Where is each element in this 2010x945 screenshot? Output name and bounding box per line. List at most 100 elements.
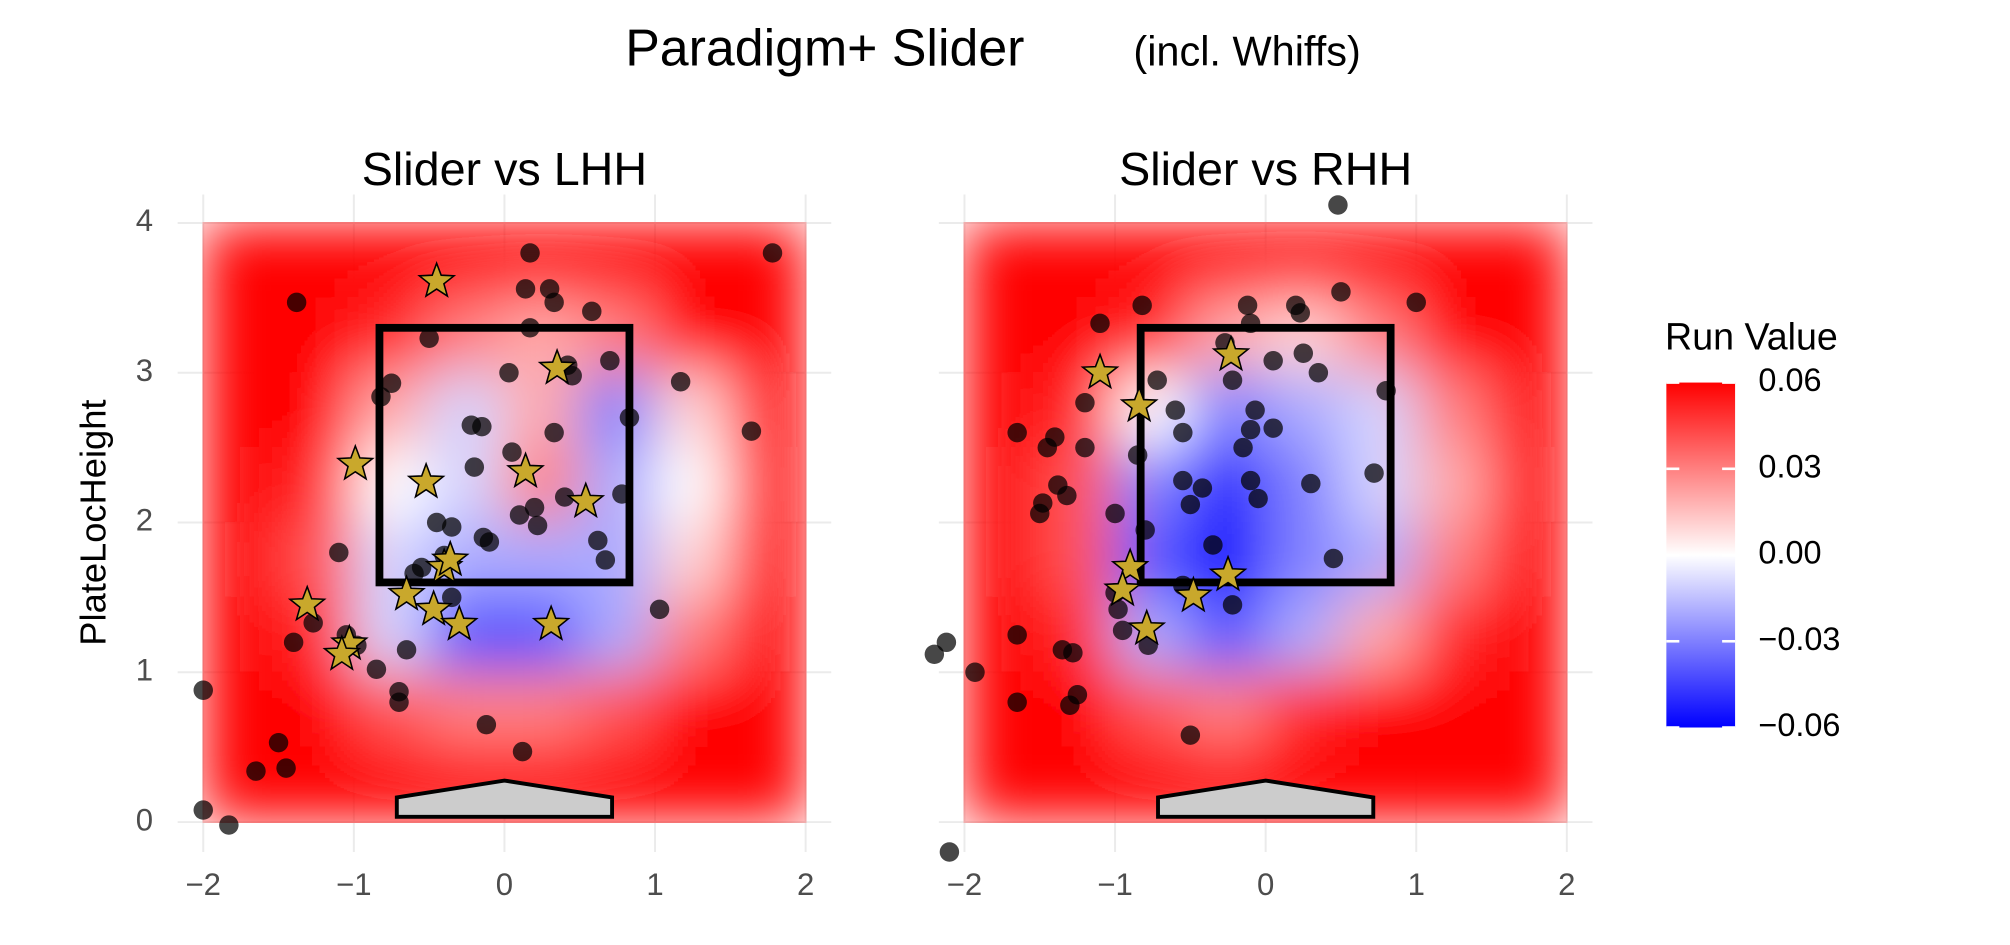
pitch-dot — [619, 407, 640, 428]
whiff-star — [537, 347, 577, 385]
pitch-dot — [1203, 535, 1223, 555]
heat-cell — [202, 222, 280, 299]
whiff-star — [322, 634, 362, 671]
whiff-star — [417, 261, 457, 298]
heat-cell — [202, 746, 280, 823]
heat-cell — [729, 372, 807, 449]
heat-cell — [654, 222, 731, 299]
pitch-dot — [1406, 292, 1426, 313]
legend-tick-label: −0.06 — [1758, 707, 1840, 743]
heatmap — [963, 222, 1568, 823]
pitch-dot — [283, 632, 304, 653]
pitch-dot — [286, 292, 307, 313]
x-tick-label: −1 — [1097, 867, 1132, 902]
heat-cell — [277, 746, 355, 823]
pitch-dot — [520, 318, 540, 338]
pitch-dot — [479, 532, 500, 552]
heat-cell — [202, 596, 280, 673]
pitch-dot — [411, 557, 432, 578]
pitch-dot — [1057, 485, 1077, 506]
pitch-dot — [219, 815, 239, 835]
y-tick-label: 4 — [136, 203, 153, 238]
heatmap — [202, 222, 807, 823]
heat-cell — [654, 746, 731, 823]
pitch-dot — [600, 351, 620, 371]
x-tick-label: 0 — [496, 867, 513, 902]
whiff-star — [414, 589, 453, 626]
pitch-dot — [1135, 520, 1155, 540]
pitch-dot — [527, 515, 548, 536]
heat-cell — [579, 671, 656, 748]
heat-cell — [1340, 372, 1417, 449]
heat-cell — [1415, 446, 1493, 524]
pitch-dot — [502, 442, 522, 462]
pitch-dot — [1364, 463, 1384, 483]
legend-tick-label: 0.06 — [1758, 362, 1821, 398]
pitch-dot — [554, 487, 575, 507]
heat-cell — [1415, 671, 1493, 748]
pitch-dot — [246, 761, 266, 781]
whiff-star — [1110, 547, 1150, 584]
whiff-star — [1211, 334, 1251, 372]
whiff-star — [566, 481, 606, 519]
pitch-dot — [464, 457, 485, 477]
pitch-dot — [924, 644, 945, 665]
pitch-dot — [1007, 625, 1027, 645]
pitch-dot — [965, 662, 985, 683]
heat-cell — [1265, 222, 1342, 299]
pitch-dot — [1240, 470, 1261, 491]
heat-cell — [1490, 372, 1568, 449]
heat-cell — [277, 372, 355, 449]
panel-title: Slider vs LHH — [362, 143, 647, 195]
pitch-dot — [1323, 548, 1344, 569]
pitch-dot — [366, 659, 387, 680]
heat-cell — [1340, 596, 1417, 673]
pitch-dot — [1127, 445, 1148, 465]
pitch-dot — [193, 800, 213, 820]
heat-cell — [202, 297, 280, 374]
heat-cell — [1189, 671, 1267, 748]
heat-cell — [1415, 596, 1493, 673]
x-tick-label: −2 — [947, 867, 982, 902]
pitch-dot — [1147, 370, 1167, 390]
pitch-dot — [499, 363, 519, 383]
heat-cell — [729, 746, 807, 823]
heat-cell — [1490, 521, 1568, 599]
pitch-dot — [1063, 643, 1083, 663]
pitch-dot — [512, 741, 533, 762]
x-tick-label: 2 — [1558, 867, 1575, 902]
pitch-dot — [442, 517, 462, 537]
pitch-dot — [1263, 351, 1283, 371]
chart-subtitle: (incl. Whiffs) — [1133, 27, 1360, 74]
heat-cell — [654, 372, 731, 449]
pitch-dot — [544, 292, 564, 313]
heat-cell — [1340, 446, 1417, 524]
heat-cell — [428, 297, 506, 374]
pitch-dot — [1308, 363, 1329, 383]
heat-cell — [729, 671, 807, 748]
heat-cell — [729, 596, 807, 673]
pitch-dot — [426, 512, 447, 533]
heat-cell — [579, 222, 656, 299]
pitch-dot — [389, 692, 409, 712]
pitch-dot — [515, 279, 536, 299]
whiff-star — [1103, 569, 1142, 607]
heat-cell — [654, 521, 731, 599]
pitch-dot — [1233, 437, 1253, 458]
pitch-dot — [371, 386, 391, 407]
x-tick-label: 1 — [646, 867, 663, 902]
heat-cell — [1039, 596, 1116, 673]
pitch-dot — [1240, 419, 1261, 440]
heat-cell — [729, 446, 807, 524]
heat-cell — [503, 372, 581, 449]
pitch-dot — [1173, 470, 1193, 491]
panel-title: Slider vs RHH — [1119, 143, 1412, 195]
strike-zone — [375, 323, 634, 587]
legend-tick-label: −0.03 — [1758, 621, 1840, 657]
heat-cell — [353, 671, 430, 748]
y-tick-label: 2 — [136, 503, 153, 538]
pitch-dot — [509, 505, 530, 525]
pitch-dot — [1075, 437, 1095, 458]
pitch-dot — [1245, 400, 1265, 420]
